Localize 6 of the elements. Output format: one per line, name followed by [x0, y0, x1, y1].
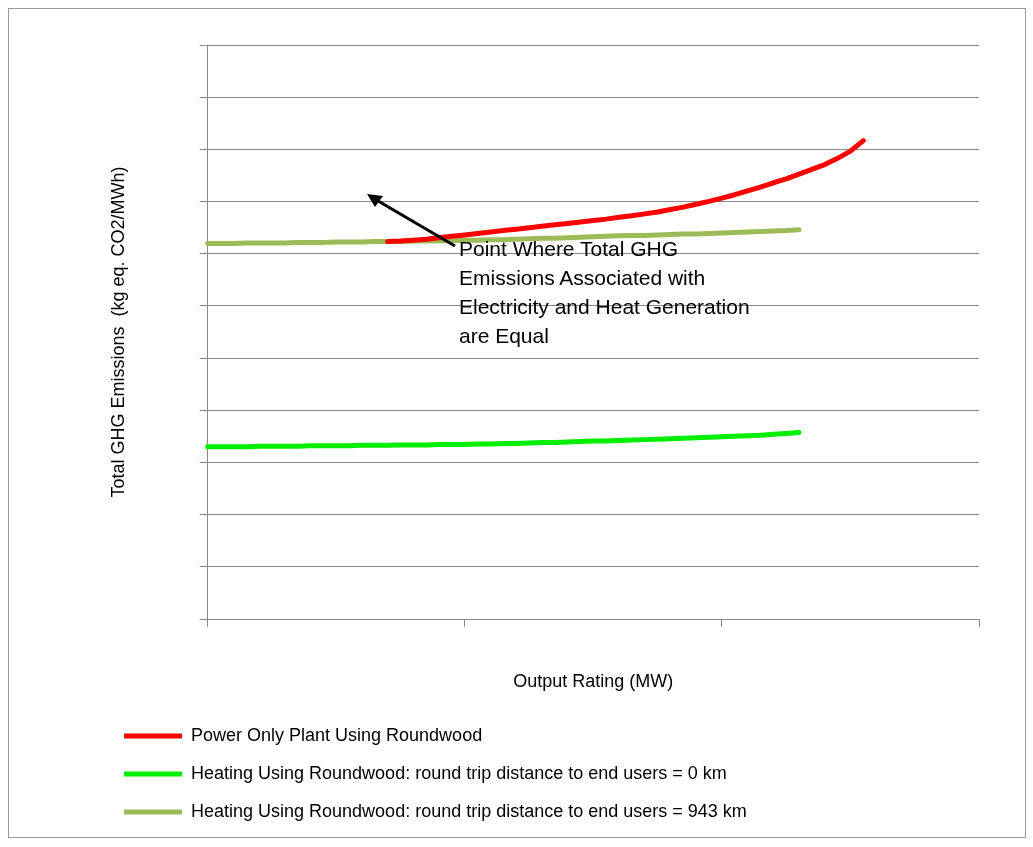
legend-label: Power Only Plant Using Roundwood — [191, 724, 483, 745]
legend-label: Heating Using Roundwood: round trip distance to end users = 943 km — [191, 800, 747, 821]
y-axis-title: Total GHG Emissions (kg eq. CO2/MWh) — [107, 166, 128, 498]
x-axis-title: Output Rating (MW) — [513, 671, 674, 692]
annotation: Point Where Total GHG Emissions Associated with Electricity and Heat Generation are Equal — [459, 236, 751, 349]
legend-label: Heating Using Roundwood: round trip distance to end users = 0 km — [191, 762, 727, 783]
